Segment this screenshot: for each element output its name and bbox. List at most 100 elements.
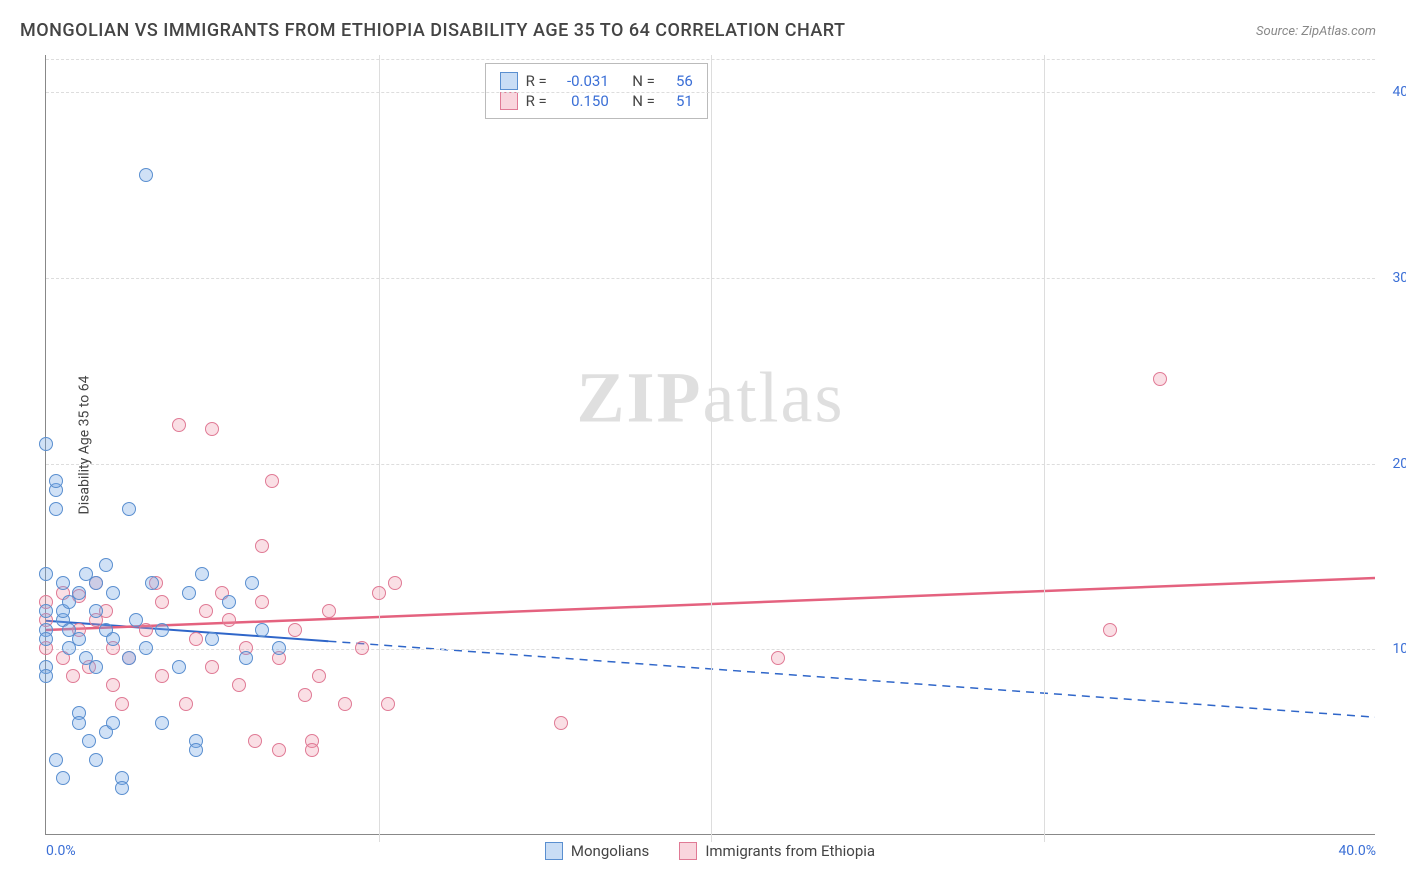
data-point-blue: [39, 604, 53, 618]
data-point-blue: [39, 567, 53, 581]
data-point-pink: [554, 716, 568, 730]
data-point-pink: [1103, 623, 1117, 637]
series-legend-item: Immigrants from Ethiopia: [679, 842, 875, 860]
gridline-v: [711, 55, 712, 842]
data-point-pink: [115, 697, 129, 711]
data-point-pink: [205, 660, 219, 674]
legend-r-label: R =: [526, 92, 547, 110]
data-point-blue: [49, 753, 63, 767]
data-point-blue: [155, 623, 169, 637]
data-point-blue: [205, 632, 219, 646]
data-point-pink: [255, 595, 269, 609]
data-point-pink: [205, 422, 219, 436]
series-legend-label: Immigrants from Ethiopia: [705, 842, 875, 860]
series-legend: Mongolians Immigrants from Ethiopia: [45, 842, 1375, 860]
data-point-blue: [39, 437, 53, 451]
data-point-pink: [66, 669, 80, 683]
source-attribution: Source: ZipAtlas.com: [1256, 24, 1376, 39]
data-point-blue: [99, 558, 113, 572]
data-point-blue: [182, 586, 196, 600]
data-point-blue: [195, 567, 209, 581]
data-point-pink: [1153, 372, 1167, 386]
stats-legend-row: R =0.150 N =51: [500, 92, 693, 110]
data-point-blue: [189, 743, 203, 757]
chart-title: MONGOLIAN VS IMMIGRANTS FROM ETHIOPIA DI…: [20, 20, 846, 41]
data-point-blue: [72, 586, 86, 600]
legend-swatch-pink: [500, 92, 518, 110]
legend-r-label: R =: [526, 72, 547, 90]
y-tick-label: 10.0%: [1392, 641, 1406, 657]
stats-legend: R =-0.031 N =56R =0.150 N =51: [485, 63, 708, 119]
data-point-blue: [89, 576, 103, 590]
data-point-blue: [82, 734, 96, 748]
data-point-pink: [288, 623, 302, 637]
data-point-pink: [338, 697, 352, 711]
legend-r-value: -0.031: [555, 72, 609, 90]
data-point-pink: [355, 641, 369, 655]
data-point-blue: [49, 502, 63, 516]
data-point-blue: [122, 651, 136, 665]
data-point-blue: [89, 753, 103, 767]
data-point-blue: [122, 502, 136, 516]
data-point-pink: [172, 418, 186, 432]
data-point-blue: [56, 771, 70, 785]
data-point-pink: [272, 743, 286, 757]
y-tick-label: 30.0%: [1392, 270, 1406, 286]
data-point-pink: [312, 669, 326, 683]
data-point-pink: [381, 697, 395, 711]
data-point-blue: [155, 716, 169, 730]
data-point-pink: [388, 576, 402, 590]
data-point-pink: [298, 688, 312, 702]
data-point-blue: [239, 651, 253, 665]
data-point-blue: [39, 669, 53, 683]
data-point-blue: [222, 595, 236, 609]
watermark-bold: ZIP: [577, 357, 703, 437]
plot-area: ZIPatlas R =-0.031 N =56R =0.150 N =51 1…: [45, 55, 1375, 835]
legend-n-value: 56: [663, 72, 693, 90]
data-point-pink: [155, 669, 169, 683]
data-point-blue: [106, 632, 120, 646]
data-point-pink: [305, 743, 319, 757]
stats-legend-row: R = -0.031 N = 56: [500, 72, 693, 90]
data-point-pink: [322, 604, 336, 618]
data-point-blue: [145, 576, 159, 590]
data-point-blue: [39, 632, 53, 646]
legend-swatch-pink: [679, 842, 697, 860]
data-point-pink: [771, 651, 785, 665]
data-point-pink: [155, 595, 169, 609]
data-point-pink: [372, 586, 386, 600]
data-point-blue: [106, 716, 120, 730]
data-point-blue: [139, 168, 153, 182]
data-point-blue: [72, 716, 86, 730]
legend-n-label: N =: [632, 72, 655, 90]
data-point-blue: [255, 623, 269, 637]
correlation-chart: Disability Age 35 to 64 ZIPatlas R =-0.0…: [45, 55, 1375, 835]
data-point-pink: [232, 678, 246, 692]
data-point-blue: [172, 660, 186, 674]
trendline-blue-solid: [46, 621, 328, 641]
data-point-pink: [265, 474, 279, 488]
data-point-blue: [106, 586, 120, 600]
legend-swatch-blue: [500, 72, 518, 90]
data-point-pink: [222, 613, 236, 627]
legend-swatch-blue: [545, 842, 563, 860]
gridline-v: [1044, 55, 1045, 842]
series-legend-item: Mongolians: [545, 842, 649, 860]
y-tick-label: 40.0%: [1392, 84, 1406, 100]
data-point-blue: [89, 660, 103, 674]
y-tick-label: 20.0%: [1392, 456, 1406, 472]
data-point-blue: [245, 576, 259, 590]
data-point-blue: [129, 613, 143, 627]
data-point-blue: [89, 604, 103, 618]
data-point-blue: [56, 576, 70, 590]
legend-r-value: 0.150: [555, 92, 609, 110]
data-point-blue: [139, 641, 153, 655]
trendline-blue-dashed: [328, 641, 1375, 717]
gridline-v: [379, 55, 380, 842]
data-point-blue: [49, 474, 63, 488]
data-point-pink: [179, 697, 193, 711]
data-point-blue: [72, 632, 86, 646]
data-point-pink: [106, 678, 120, 692]
data-point-pink: [255, 539, 269, 553]
watermark-rest: atlas: [703, 357, 845, 437]
